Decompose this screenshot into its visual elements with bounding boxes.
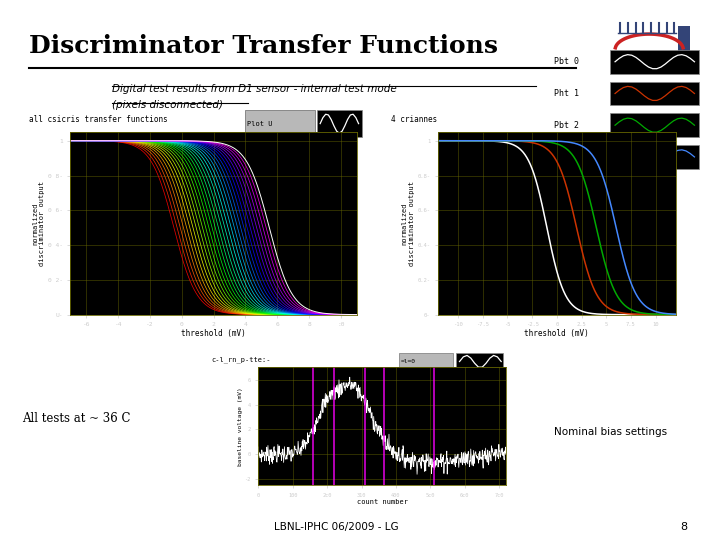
Bar [611, 113, 699, 137]
Text: 8: 8 [680, 522, 688, 532]
Text: (pixels disconnected): (pixels disconnected) [112, 100, 222, 110]
Y-axis label: baseline voltage (mV): baseline voltage (mV) [238, 387, 243, 465]
Text: Pbt 3: Pbt 3 [554, 152, 578, 161]
Y-axis label: normalized
discriminator output: normalized discriminator output [402, 181, 415, 266]
X-axis label: threshold (mV): threshold (mV) [181, 329, 246, 338]
Text: all csicris transfer functions: all csicris transfer functions [29, 115, 167, 124]
Bar [678, 26, 690, 64]
Text: 4 criannes: 4 criannes [391, 115, 438, 124]
Text: Discriminator Transfer Functions: Discriminator Transfer Functions [29, 34, 498, 58]
Text: Pbt 0: Pbt 0 [554, 57, 578, 66]
Text: c-l_rn_p-tte:-: c-l_rn_p-tte:- [212, 356, 271, 362]
Bar [611, 82, 699, 105]
Text: Nominal bias settings: Nominal bias settings [554, 427, 667, 437]
Text: =l=0: =l=0 [401, 359, 416, 364]
Text: LBNL-IPHC 06/2009 - LG: LBNL-IPHC 06/2009 - LG [274, 522, 398, 532]
Text: Plot U: Plot U [247, 120, 272, 126]
Bar [611, 50, 699, 73]
X-axis label: count number: count number [356, 500, 408, 505]
Text: All tests at ~ 36 C: All tests at ~ 36 C [22, 412, 130, 425]
Bar [611, 145, 699, 169]
X-axis label: threshold (mV): threshold (mV) [524, 329, 589, 338]
Text: Pht 1: Pht 1 [554, 89, 578, 98]
Text: Digital test results from D1 sensor - internal test mode: Digital test results from D1 sensor - in… [112, 84, 396, 94]
Y-axis label: normalized
discriminator output: normalized discriminator output [32, 181, 45, 266]
Text: BERKELEY LAB: BERKELEY LAB [639, 64, 675, 68]
Text: Pbt 2: Pbt 2 [554, 121, 578, 130]
